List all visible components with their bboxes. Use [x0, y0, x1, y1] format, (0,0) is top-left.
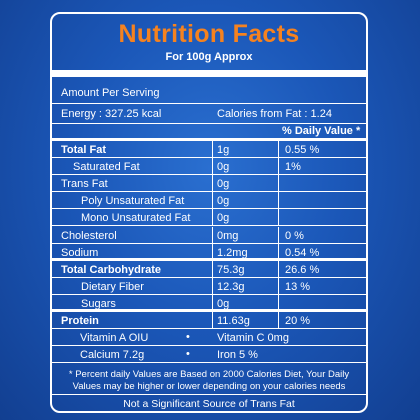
column-divider	[212, 312, 213, 330]
label-title: Nutrition Facts	[118, 20, 300, 48]
amount-per-serving: Amount Per Serving	[61, 87, 160, 99]
nutrient-amount: 0g	[217, 178, 230, 191]
divider	[52, 157, 366, 159]
divider	[52, 293, 366, 295]
nutrient-daily-value: 20 %	[285, 315, 311, 327]
bullet-icon: •	[186, 331, 190, 344]
column-divider	[278, 294, 279, 312]
vitamin-left: Vitamin A OIU	[80, 332, 149, 345]
nutrient-daily-value: 0.54 %	[285, 246, 320, 259]
column-divider	[212, 243, 213, 261]
nutrient-name: Protein	[61, 315, 99, 327]
divider	[52, 362, 366, 364]
column-divider	[212, 260, 213, 278]
nutrient-name: Mono Unsaturated Fat	[81, 212, 191, 225]
nutrient-amount: 12.3g	[217, 280, 245, 293]
nutrient-name: Total Carbohydrate	[61, 263, 162, 276]
nutrient-amount: 0g	[217, 212, 230, 225]
nutrient-amount: 11.63g	[217, 315, 250, 327]
column-divider	[212, 141, 213, 159]
divider	[52, 103, 366, 104]
nutrient-amount: 0mg	[217, 229, 239, 242]
vitamin-row: Vitamin A OIU • Vitamin C 0mg	[52, 329, 366, 347]
column-divider	[278, 192, 279, 210]
divider	[52, 394, 366, 395]
nutrient-name: Sugars	[81, 297, 116, 310]
footnote: * Percent daily Values are Based on 2000…	[68, 369, 350, 392]
nutrient-amount: 1g	[217, 144, 230, 156]
nutrient-name: Saturated Fat	[73, 161, 140, 174]
nutrient-amount: 75.3g	[217, 263, 245, 276]
nutrient-row: Cholesterol 0mg 0 %	[52, 226, 366, 244]
nutrient-row: Dietary Fiber 12.3g 13 %	[52, 277, 366, 295]
column-divider	[212, 192, 213, 210]
column-divider	[278, 260, 279, 278]
nutrient-row: Protein 11.63g 20 %	[52, 312, 366, 330]
divider	[52, 308, 366, 312]
column-divider	[278, 226, 279, 244]
divider	[52, 242, 366, 244]
nutrient-name: Dietary Fiber	[81, 280, 144, 293]
nutrient-daily-value: 1%	[285, 161, 301, 174]
nutrient-daily-value: 0 %	[285, 229, 304, 242]
nutrient-amount: 0g	[217, 297, 230, 310]
column-divider	[212, 158, 213, 176]
column-divider	[278, 141, 279, 159]
vitamin-left: Calcium 7.2g	[80, 349, 145, 362]
nutrient-row: Sodium 1.2mg 0.54 %	[52, 243, 366, 261]
nutrient-row: Saturated Fat 0g 1%	[52, 158, 366, 176]
nutrition-facts-panel: Nutrition Facts For 100g Approx Amount P…	[50, 12, 368, 413]
column-divider	[278, 158, 279, 176]
divider	[52, 174, 366, 176]
column-divider	[212, 209, 213, 227]
nutrient-row: Mono Unsaturated Fat 0g	[52, 209, 366, 227]
divider	[52, 345, 366, 347]
nutrient-name: Cholesterol	[61, 229, 117, 242]
vitamin-right: Vitamin C 0mg	[217, 332, 289, 345]
bottom-note: Not a Significant Source of Trans Fat	[123, 398, 295, 410]
divider	[52, 225, 366, 227]
nutrient-row: Poly Unsaturated Fat 0g	[52, 192, 366, 210]
nutrient-amount: 1.2mg	[217, 246, 248, 259]
divider	[52, 276, 366, 278]
divider	[52, 123, 366, 124]
nutrient-amount: 0g	[217, 161, 230, 174]
nutrient-name: Poly Unsaturated Fat	[81, 195, 185, 208]
nutrient-row: Trans Fat 0g	[52, 175, 366, 193]
vitamin-row: Calcium 7.2g • Iron 5 %	[52, 346, 366, 364]
thick-divider	[52, 138, 366, 141]
nutrient-daily-value: 13 %	[285, 280, 311, 293]
nutrient-amount: 0g	[217, 195, 230, 208]
nutrient-name: Sodium	[61, 246, 99, 259]
column-divider	[278, 175, 279, 193]
column-divider	[212, 294, 213, 312]
label-subtitle: For 100g Approx	[165, 51, 253, 63]
column-divider	[278, 243, 279, 261]
divider	[52, 208, 366, 210]
column-divider	[278, 277, 279, 295]
column-divider	[212, 277, 213, 295]
nutrient-name: Trans Fat	[61, 178, 108, 191]
column-divider	[278, 209, 279, 227]
column-divider	[278, 312, 279, 330]
daily-value-header: % Daily Value *	[282, 125, 361, 137]
column-divider	[212, 226, 213, 244]
energy-value: Energy : 327.25 kcal	[61, 108, 162, 120]
calories-from-fat: Calories from Fat : 1.24	[217, 108, 332, 120]
thick-divider	[52, 70, 366, 77]
nutrient-row: Sugars 0g	[52, 294, 366, 312]
divider	[52, 191, 366, 193]
nutrient-row: Total Fat 1g 0.55 %	[52, 141, 366, 159]
bullet-icon: •	[186, 348, 190, 361]
nutrient-row: Total Carbohydrate 75.3g 26.6 %	[52, 260, 366, 278]
nutrient-daily-value: 26.6 %	[285, 263, 320, 276]
nutrient-daily-value: 0.55 %	[285, 144, 320, 156]
nutrient-name: Total Fat	[61, 144, 107, 156]
divider	[52, 328, 366, 330]
divider	[52, 257, 366, 261]
vitamin-right: Iron 5 %	[217, 349, 258, 362]
column-divider	[212, 175, 213, 193]
